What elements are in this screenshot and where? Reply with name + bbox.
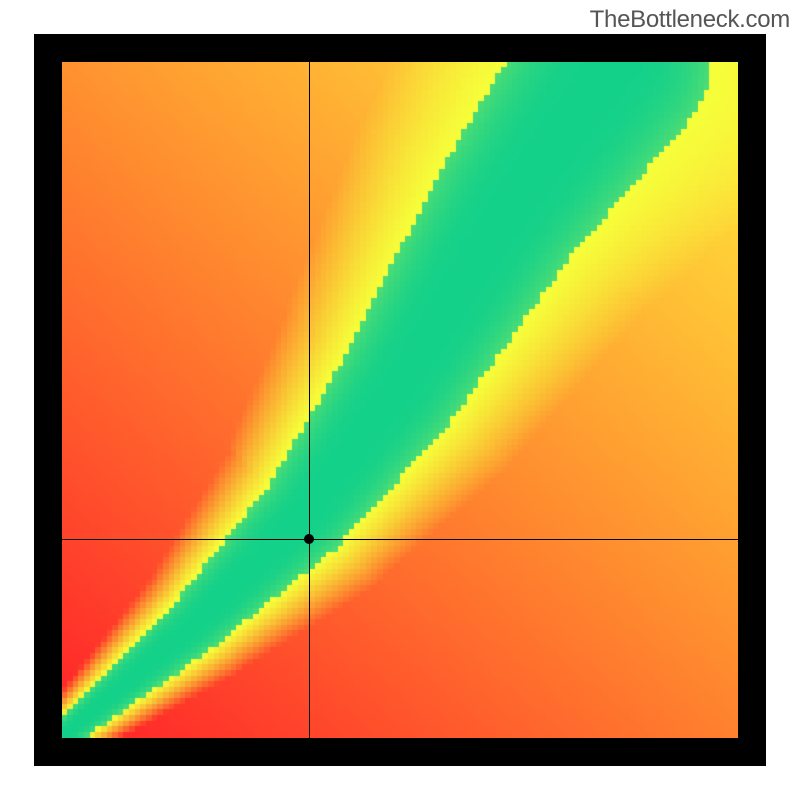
crosshair-horizontal	[62, 539, 738, 540]
marker-dot	[304, 534, 314, 544]
watermark-text: TheBottleneck.com	[590, 6, 790, 34]
chart-frame	[34, 34, 766, 766]
heatmap-canvas	[62, 62, 738, 738]
crosshair-vertical	[309, 62, 310, 738]
